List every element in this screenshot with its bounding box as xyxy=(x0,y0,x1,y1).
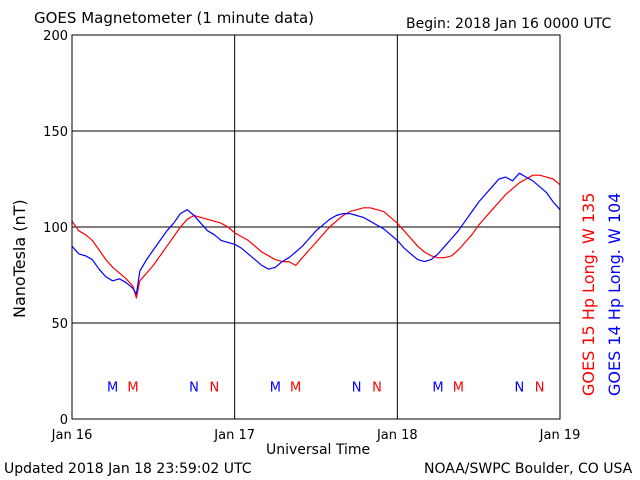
x-tick-label: Jan 16 xyxy=(51,428,93,443)
annotation-label: M xyxy=(290,380,301,395)
updated-time: Updated 2018 Jan 18 23:59:02 UTC xyxy=(4,461,252,477)
x-tick-label: Jan 19 xyxy=(539,428,581,443)
begin-time: Begin: 2018 Jan 16 0000 UTC xyxy=(406,16,612,32)
tick-labels: 0 50 100 150 200 Jan 16 Jan 17 Jan 18 Jan 19 xyxy=(43,29,580,443)
series-line-goes15 xyxy=(71,174,561,299)
y-tick-label: 150 xyxy=(43,125,68,140)
annotation-label: N xyxy=(189,380,199,395)
y-axis-label: NanoTesla (nT) xyxy=(10,199,29,318)
annotation-label: M xyxy=(107,380,118,395)
y-tick-label: 200 xyxy=(43,29,68,44)
annotation-label: M xyxy=(127,380,138,395)
y-tick-label: 0 xyxy=(60,413,68,428)
annotation-label: M xyxy=(270,380,281,395)
x-tick-label: Jan 17 xyxy=(213,428,255,443)
annotation-label: N xyxy=(209,380,219,395)
annotation-label: N xyxy=(535,380,545,395)
credit: NOAA/SWPC Boulder, CO USA xyxy=(424,461,633,477)
legend-goes14: GOES 14 Hp Long. W 104 xyxy=(605,192,624,396)
annotation-label: N xyxy=(514,380,524,395)
legend-goes15: GOES 15 Hp Long. W 135 xyxy=(579,192,598,396)
series-line-goes14 xyxy=(71,172,561,295)
series-lines xyxy=(71,172,561,299)
annotation-label: M xyxy=(432,380,443,395)
x-axis-label: Universal Time xyxy=(266,442,371,458)
y-tick-label: 100 xyxy=(43,221,68,236)
annotation-label: M xyxy=(453,380,464,395)
annotation-label: N xyxy=(352,380,362,395)
plot-frame xyxy=(71,34,561,420)
y-tick-label: 50 xyxy=(51,317,68,332)
chart-title: GOES Magnetometer (1 minute data) xyxy=(34,9,315,27)
grid xyxy=(72,35,560,419)
x-tick-label: Jan 18 xyxy=(376,428,418,443)
annotation-label: N xyxy=(372,380,382,395)
